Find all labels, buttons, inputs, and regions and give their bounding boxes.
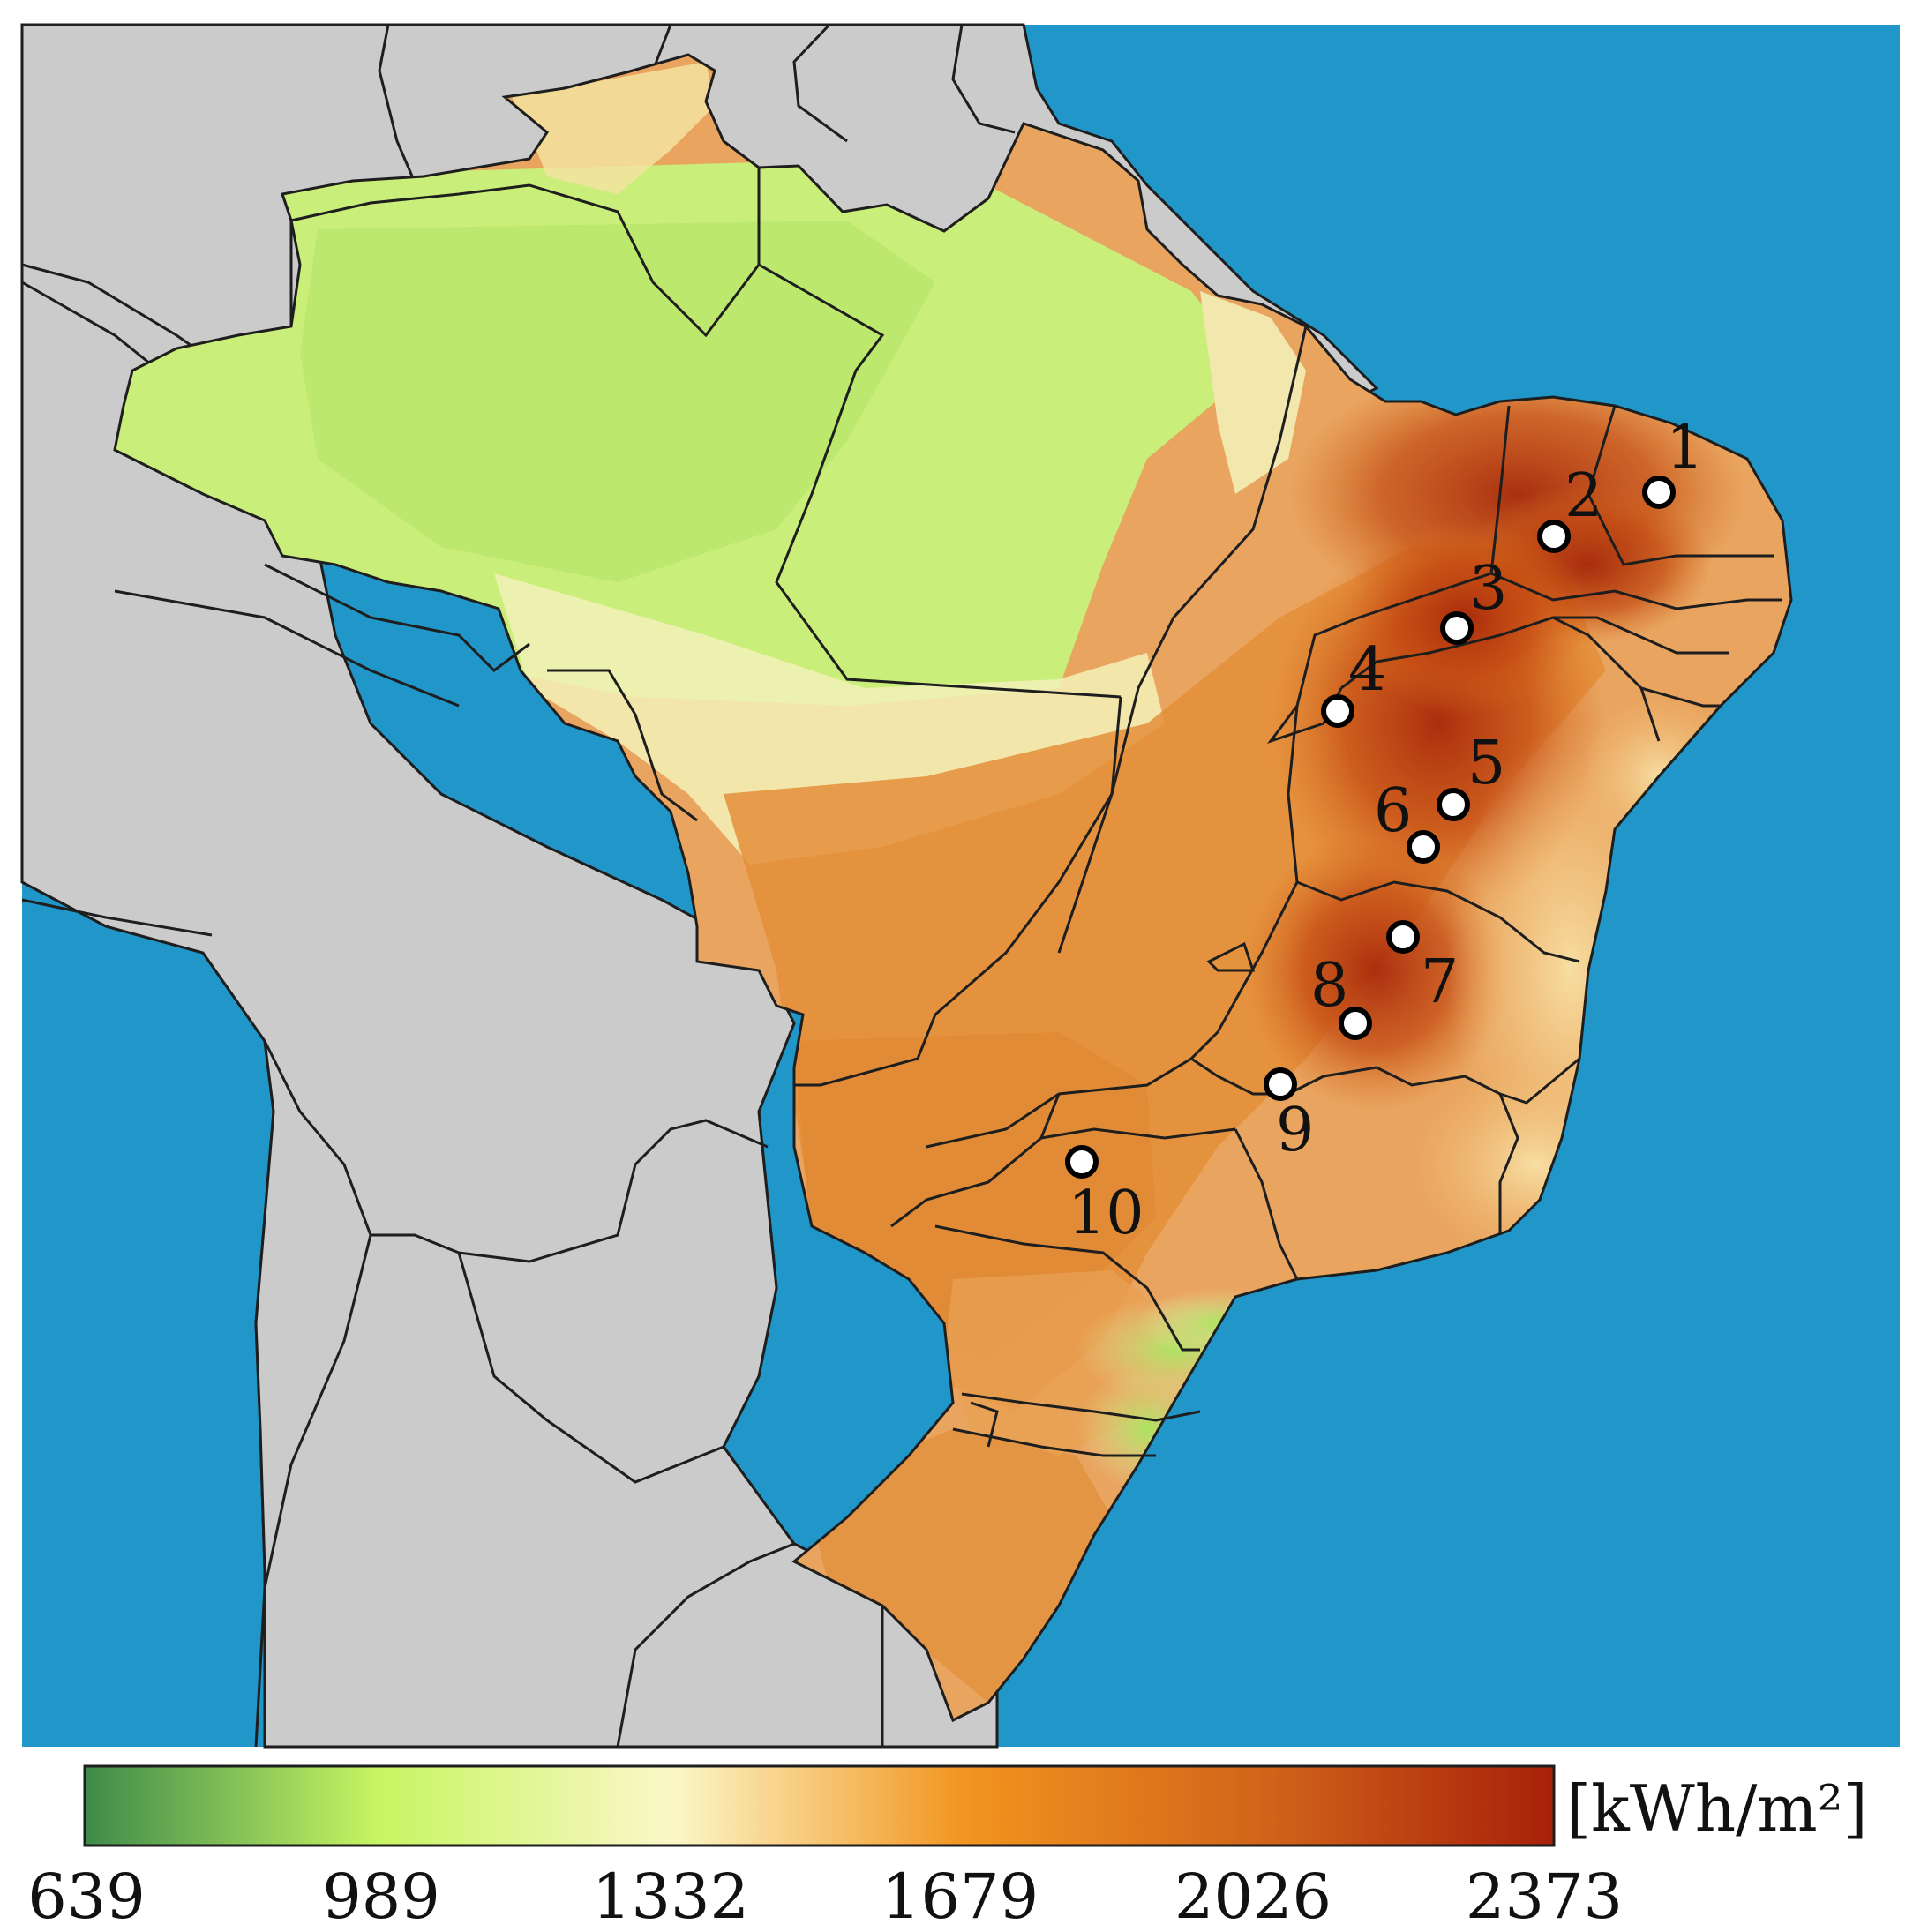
site-label-9: 9 [1276,1096,1314,1165]
colorbar-gradient [83,1764,1556,1847]
colorbar-tick-1332: 1332 [592,1861,749,1932]
site-label-10: 10 [1068,1179,1144,1248]
sites-layer: 123 4 56 7 8 9 10 [1065,413,1704,1248]
site-label-8: 8 [1310,951,1348,1021]
colorbar: [kWh/m²] 639 989 1332 1679 2026 2373 [27,1764,1868,1932]
colorbar-tick-639: 639 [27,1861,146,1932]
site-label-7: 7 [1421,947,1459,1017]
site-marker-1 [1642,476,1676,509]
brazil-irradiation-field [113,53,1793,1723]
state-borders [114,168,1782,1457]
colorbar-tick-1679: 1679 [881,1861,1039,1932]
colorbar-tick-2373: 2373 [1466,1861,1623,1932]
site-label-5: 5 [1467,729,1505,798]
site-marker-10 [1065,1145,1099,1179]
site-label-3: 3 [1469,554,1507,624]
site-marker-5 [1437,788,1470,821]
site-marker-2 [1537,520,1571,553]
site-marker-3 [1440,611,1474,645]
site-marker-4 [1321,694,1354,728]
site-marker-9 [1264,1067,1297,1101]
site-label-6: 6 [1374,776,1412,846]
site-marker-7 [1386,920,1420,954]
site-label-1: 1 [1666,413,1704,483]
site-label-4: 4 [1348,635,1386,705]
site-marker-8 [1339,1007,1372,1040]
site-label-2: 2 [1564,461,1602,531]
colorbar-ticks: 639 989 1332 1679 2026 2373 [27,1861,1623,1932]
colorbar-tick-989: 989 [322,1861,440,1932]
colorbar-unit: [kWh/m²] [1566,1771,1868,1846]
colorbar-tick-2026: 2026 [1174,1861,1332,1932]
site-marker-6 [1407,830,1440,864]
